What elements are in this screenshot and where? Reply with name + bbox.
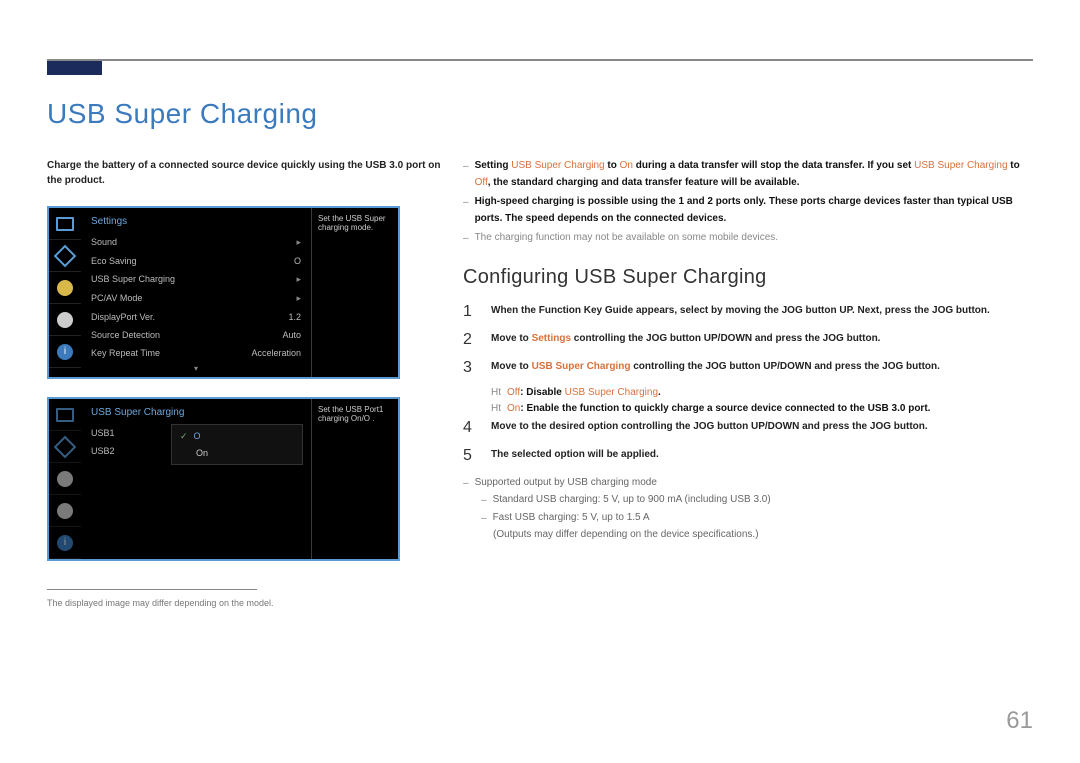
settings-menu-screenshot: i Settings Sound▸ Eco SavingO USB Super … — [47, 206, 400, 379]
menu-row: USB1 — [81, 424, 171, 442]
menu-row: Source DetectionAuto — [81, 326, 311, 344]
menu-row: Sound▸ — [81, 233, 311, 252]
step-2: 2 Move to Settings controlling the JOG b… — [463, 331, 1033, 349]
menu-tooltip: Set the USB Port1 charging On/O . — [312, 399, 398, 559]
menu-header: USB Super Charging — [81, 403, 311, 424]
notes-list: ‒ Setting USB Super Charging to On durin… — [463, 158, 1033, 248]
sub-option-on: HtOn: Enable the function to quickly cha… — [491, 403, 1033, 414]
menu-row: Key Repeat TimeAcceleration — [81, 344, 311, 362]
monitor-icon — [56, 217, 74, 231]
menu-row: USB2 — [81, 442, 171, 460]
menu-sidebar: i — [49, 399, 81, 559]
note-item: ‒ High-speed charging is possible using … — [463, 194, 1033, 227]
support-item: Standard USB charging: 5 V, up to 900 mA… — [493, 492, 771, 510]
support-item: (Outputs may differ depending on the dev… — [493, 527, 759, 544]
step-text: Move to the desired option controlling t… — [491, 419, 1033, 437]
header-rule — [47, 59, 1033, 61]
menu-row: DisplayPort Ver.1.2 — [81, 308, 311, 326]
page-number: 61 — [1006, 707, 1033, 735]
usb-menu-screenshot: i USB Super Charging USB1 USB2 ✓O On — [47, 397, 400, 561]
gear-icon — [57, 471, 73, 487]
section-title: Configuring USB Super Charging — [463, 266, 1033, 289]
target-icon — [54, 244, 77, 267]
check-icon: ✓ — [180, 431, 188, 441]
menu-sidebar: i — [49, 208, 81, 377]
right-column: ‒ Setting USB Super Charging to On durin… — [463, 158, 1033, 544]
monitor-icon — [56, 408, 74, 422]
step-text: Move to USB Super Charging controlling t… — [491, 359, 1033, 377]
option-popup: ✓O On — [171, 424, 303, 465]
footnote-rule — [47, 589, 257, 590]
page-title: USB Super Charging — [47, 98, 1033, 130]
step-5: 5 The selected option will be applied. — [463, 447, 1033, 465]
info-icon: i — [57, 344, 73, 360]
note-text: The charging function may not be availab… — [475, 230, 779, 248]
support-list: ‒Supported output by USB charging mode ‒… — [463, 475, 1033, 544]
menu-row: USB Super Charging▸ — [81, 270, 311, 289]
step-3: 3 Move to USB Super Charging controlling… — [463, 359, 1033, 377]
target-icon — [54, 435, 77, 458]
gear-icon — [57, 503, 73, 519]
step-text: When the Function Key Guide appears, sel… — [491, 303, 1033, 321]
support-item: Supported output by USB charging mode — [475, 475, 657, 493]
note-item: ‒ Setting USB Super Charging to On durin… — [463, 158, 1033, 191]
note-text: High-speed charging is possible using th… — [475, 194, 1033, 227]
header-accent — [47, 59, 102, 75]
support-item: Fast USB charging: 5 V, up to 1.5 A — [493, 510, 650, 528]
step-text: Move to Settings controlling the JOG but… — [491, 331, 1033, 349]
gear-icon — [57, 312, 73, 328]
menu-list: Settings Sound▸ Eco SavingO USB Super Ch… — [81, 208, 312, 377]
menu-row: PC/AV Mode▸ — [81, 289, 311, 308]
gear-icon — [57, 280, 73, 296]
intro-text: Charge the battery of a connected source… — [47, 158, 447, 188]
menu-row: Eco SavingO — [81, 252, 311, 270]
nav-down-icon: ▾ — [81, 362, 311, 373]
page-content: USB Super Charging Charge the battery of… — [47, 98, 1033, 608]
menu-header: Settings — [81, 212, 311, 233]
menu-list: USB Super Charging USB1 USB2 ✓O On — [81, 399, 312, 559]
left-column: Charge the battery of a connected source… — [47, 158, 447, 608]
note-item: ‒ The charging function may not be avail… — [463, 230, 1033, 248]
step-4: 4 Move to the desired option controlling… — [463, 419, 1033, 437]
menu-tooltip: Set the USB Super charging mode. — [312, 208, 398, 377]
info-icon: i — [57, 535, 73, 551]
step-1: 1 When the Function Key Guide appears, s… — [463, 303, 1033, 321]
sub-option-off: HtOff: Disable USB Super Charging. — [491, 387, 1033, 398]
note-text: Setting USB Super Charging to On during … — [475, 158, 1033, 191]
footnote-text: The displayed image may differ depending… — [47, 598, 447, 608]
step-text: The selected option will be applied. — [491, 447, 1033, 465]
